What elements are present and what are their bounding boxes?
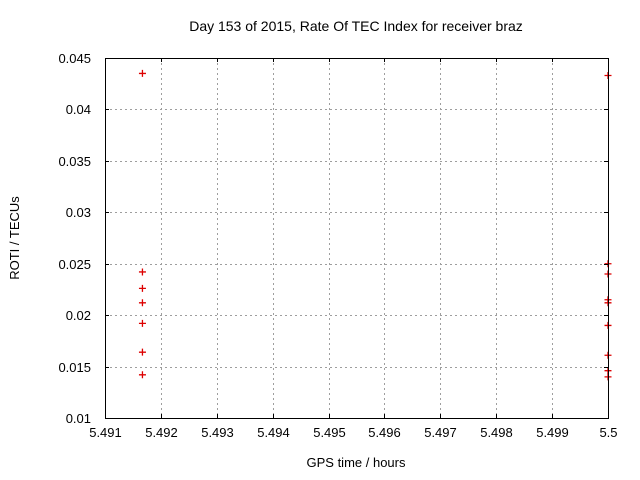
plot-border xyxy=(105,58,609,419)
x-tick-label: 5.491 xyxy=(89,425,122,440)
x-tick-label: 5.493 xyxy=(201,425,234,440)
y-tick-label: 0.01 xyxy=(66,411,91,426)
y-tick-label: 0.04 xyxy=(66,102,91,117)
data-point-marker xyxy=(138,348,146,356)
x-tick-label: 5.5 xyxy=(599,425,617,440)
data-point-marker xyxy=(138,69,146,77)
plot-frame-layer xyxy=(105,58,609,419)
y-axis-label: ROTI / TECUs xyxy=(7,196,22,280)
y-tick-label: 0.015 xyxy=(58,360,91,375)
x-tick-label: 5.499 xyxy=(536,425,569,440)
x-tick-label: 5.497 xyxy=(424,425,457,440)
y-tick-label: 0.02 xyxy=(66,308,91,323)
x-tick-label: 5.492 xyxy=(145,425,178,440)
data-points-layer xyxy=(138,69,612,381)
x-tick-label: 5.494 xyxy=(257,425,290,440)
x-axis-label: GPS time / hours xyxy=(307,455,406,470)
x-tick-label: 5.495 xyxy=(313,425,346,440)
tick-label-layer: 5.491 5.492 5.493 5.494 5.495 5.496 5.497 5.498… xyxy=(58,51,617,440)
data-point-marker xyxy=(138,268,146,276)
y-tick-label: 0.025 xyxy=(58,257,91,272)
data-point-marker xyxy=(138,284,146,292)
data-point-marker xyxy=(138,319,146,327)
y-tick-label: 0.035 xyxy=(58,154,91,169)
y-tick-label: 0.03 xyxy=(66,205,91,220)
data-point-marker xyxy=(138,299,146,307)
grid-layer xyxy=(105,58,609,419)
data-point-marker xyxy=(138,371,146,379)
x-tick-label: 5.498 xyxy=(480,425,513,440)
x-tick-label: 5.496 xyxy=(368,425,401,440)
y-tick-label: 0.045 xyxy=(58,51,91,66)
chart-title: Day 153 of 2015, Rate Of TEC Index for r… xyxy=(189,18,523,34)
